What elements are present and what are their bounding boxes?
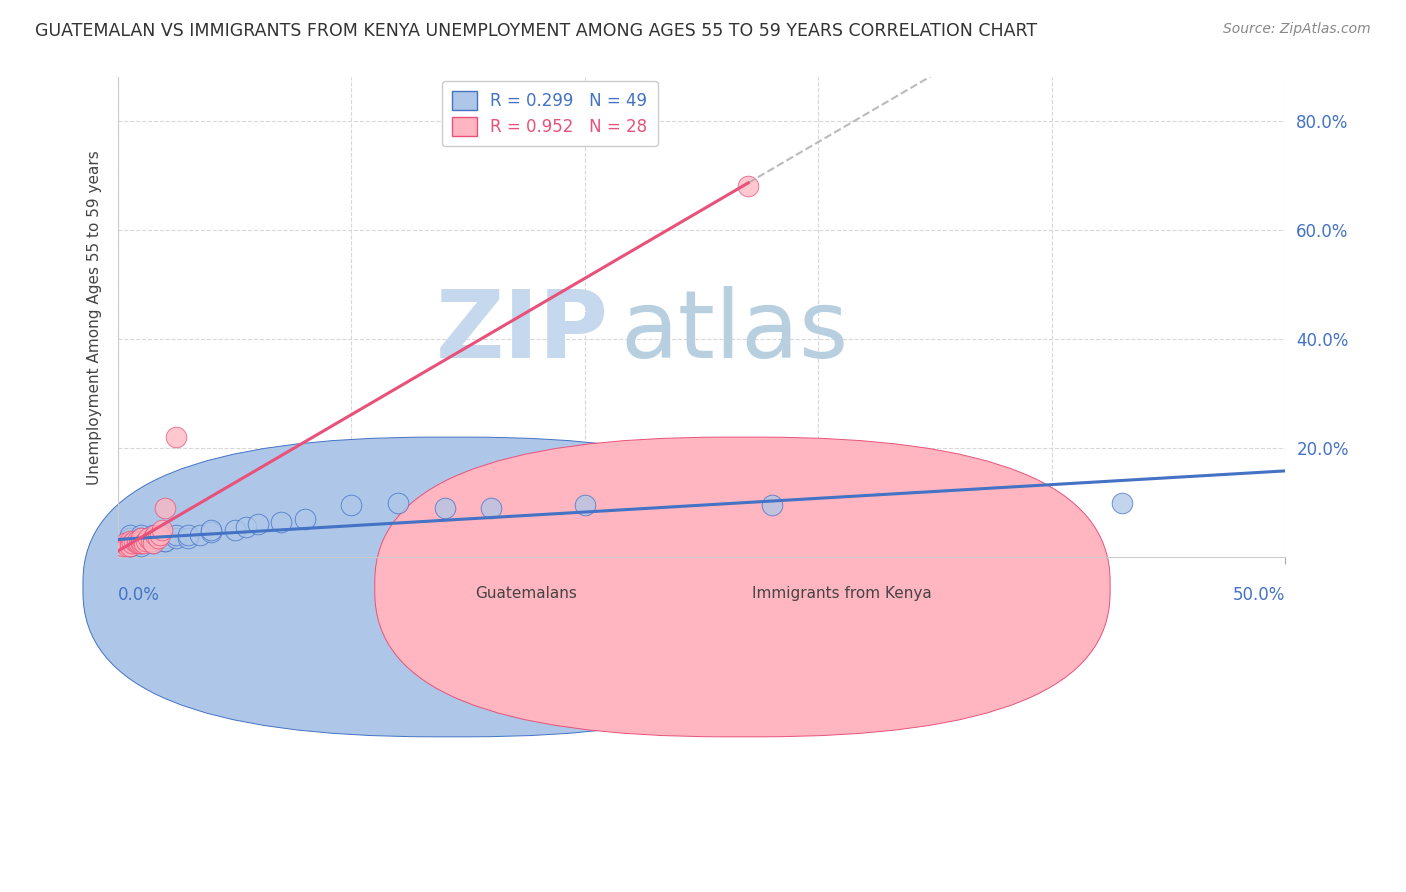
Point xyxy=(131,531,153,545)
Point xyxy=(135,533,157,548)
Point xyxy=(131,536,153,550)
Point xyxy=(165,531,187,545)
Point xyxy=(142,533,165,548)
Point xyxy=(200,525,222,540)
Point xyxy=(142,533,165,548)
Point xyxy=(132,536,155,550)
Text: 0.0%: 0.0% xyxy=(118,586,160,604)
Point xyxy=(118,533,141,548)
Point xyxy=(118,528,141,542)
Point xyxy=(153,500,176,515)
Text: 50.0%: 50.0% xyxy=(1233,586,1285,604)
Point xyxy=(118,531,141,545)
Point xyxy=(165,430,187,444)
Point xyxy=(177,531,200,545)
Point xyxy=(118,539,141,553)
Point xyxy=(153,533,176,548)
Point xyxy=(118,536,141,550)
Point xyxy=(142,536,165,550)
Point xyxy=(131,531,153,545)
Point xyxy=(131,528,153,542)
Point xyxy=(124,533,146,548)
Point xyxy=(118,539,141,553)
Point xyxy=(433,500,456,515)
Point xyxy=(146,531,169,545)
Point xyxy=(1111,495,1133,509)
Point xyxy=(125,533,148,548)
Point xyxy=(235,520,257,534)
Point xyxy=(131,536,153,550)
Point xyxy=(574,498,596,512)
Point xyxy=(200,523,222,537)
Point xyxy=(118,539,141,553)
Point xyxy=(177,528,200,542)
Point xyxy=(125,536,148,550)
Point xyxy=(131,536,153,550)
Point xyxy=(139,533,162,548)
Point xyxy=(294,512,316,526)
Point xyxy=(128,536,150,550)
Point xyxy=(150,523,173,537)
Point xyxy=(270,515,292,529)
Point xyxy=(165,528,187,542)
Text: Source: ZipAtlas.com: Source: ZipAtlas.com xyxy=(1223,22,1371,37)
Point xyxy=(131,533,153,548)
Point xyxy=(142,528,165,542)
Point xyxy=(131,531,153,545)
Point xyxy=(118,539,141,553)
Point xyxy=(188,528,211,542)
Point xyxy=(131,533,153,548)
Point xyxy=(247,517,270,532)
Text: GUATEMALAN VS IMMIGRANTS FROM KENYA UNEMPLOYMENT AMONG AGES 55 TO 59 YEARS CORRE: GUATEMALAN VS IMMIGRANTS FROM KENYA UNEM… xyxy=(35,22,1038,40)
Point xyxy=(143,528,166,542)
Point xyxy=(387,495,409,509)
Point xyxy=(131,539,153,553)
Point xyxy=(131,533,153,548)
Text: ZIP: ZIP xyxy=(436,285,609,377)
Point xyxy=(153,533,176,548)
Point xyxy=(153,531,176,545)
Text: Guatemalans: Guatemalans xyxy=(475,586,578,601)
Point xyxy=(118,536,141,550)
Point xyxy=(131,533,153,548)
Point xyxy=(142,531,165,545)
Point xyxy=(118,531,141,545)
Point xyxy=(131,533,153,548)
Point xyxy=(111,539,134,553)
Y-axis label: Unemployment Among Ages 55 to 59 years: Unemployment Among Ages 55 to 59 years xyxy=(87,150,103,484)
Point xyxy=(142,536,165,550)
Point xyxy=(224,523,246,537)
Text: Immigrants from Kenya: Immigrants from Kenya xyxy=(752,586,932,601)
Point xyxy=(118,533,141,548)
FancyBboxPatch shape xyxy=(375,437,1111,737)
Point xyxy=(142,531,165,545)
Point xyxy=(118,533,141,548)
Point xyxy=(131,536,153,550)
Point xyxy=(481,500,503,515)
Text: atlas: atlas xyxy=(620,285,848,377)
Point xyxy=(117,539,139,553)
Point xyxy=(138,531,160,545)
Point xyxy=(761,498,783,512)
Point xyxy=(340,498,363,512)
Point xyxy=(121,536,143,550)
Point xyxy=(118,536,141,550)
Legend: R = 0.299   N = 49, R = 0.952   N = 28: R = 0.299 N = 49, R = 0.952 N = 28 xyxy=(441,81,658,146)
Point xyxy=(149,528,172,542)
Point xyxy=(153,528,176,542)
Point xyxy=(737,179,759,194)
Point xyxy=(114,536,136,550)
Point xyxy=(142,531,165,545)
FancyBboxPatch shape xyxy=(83,437,818,737)
